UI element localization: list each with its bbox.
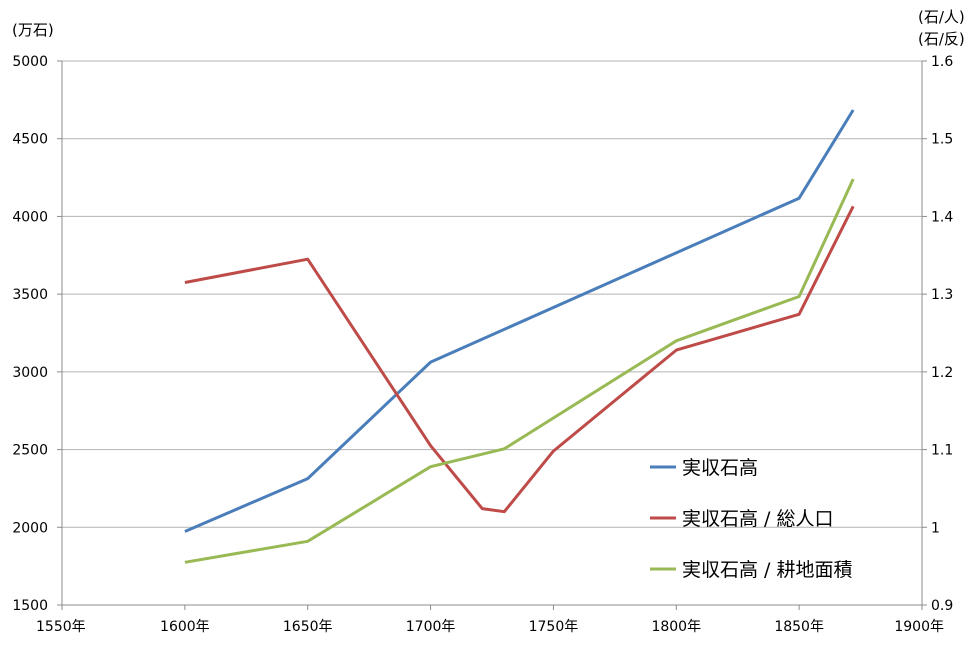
x-tick-label: 1900年 <box>894 619 944 635</box>
y-right-tick-label: 1.1 <box>931 443 953 459</box>
y-right-tick-label: 1.6 <box>931 54 953 70</box>
x-tick-label: 1700年 <box>406 619 456 635</box>
series-line-1 <box>184 109 855 533</box>
left-axis-unit-label: (万石) <box>12 21 54 39</box>
legend-label-1: 実収石高 <box>682 457 758 479</box>
y-left-tick-label: 2500 <box>12 443 48 459</box>
x-tick-label: 1650年 <box>283 619 333 635</box>
right-axis-unit-label-per-area: (石/反) <box>918 30 965 48</box>
right-axis-unit-label-per-person: (石/人) <box>918 8 965 26</box>
x-tick-label: 1550年 <box>36 619 86 635</box>
y-left-tick-label: 1500 <box>12 598 48 614</box>
x-tick-label: 1850年 <box>774 619 824 635</box>
y-left-tick-label: 3500 <box>12 287 48 303</box>
y-right-tick-label: 0.9 <box>931 598 953 614</box>
gridlines <box>62 60 922 606</box>
legend-label-2: 実収石高 / 総人口 <box>682 508 833 530</box>
x-tick-label: 1600年 <box>160 619 210 635</box>
y-left-tick-label: 3000 <box>12 365 48 381</box>
y-left-tick-label: 4000 <box>12 209 48 225</box>
series-line-2 <box>184 205 855 514</box>
x-tick-label: 1750年 <box>529 619 579 635</box>
y-right-tick-label: 1.3 <box>931 287 953 303</box>
y-left-tick-label: 4500 <box>12 132 48 148</box>
x-tick-label: 1800年 <box>651 619 701 635</box>
y-right-tick-label: 1 <box>931 520 940 536</box>
series-line-3 <box>184 178 855 564</box>
legend-label-3: 実収石高 / 耕地面積 <box>682 559 852 581</box>
series-lines <box>184 109 855 564</box>
y-right-tick-label: 1.2 <box>931 365 953 381</box>
y-left-tick-label: 2000 <box>12 520 48 536</box>
axes: 1500 2000 2500 3000 3500 4000 4500 5000 0.9 1 1.1 1… <box>12 54 953 635</box>
y-left-tick-label: 5000 <box>12 54 48 70</box>
y-right-tick-label: 1.5 <box>931 132 953 148</box>
y-right-tick-label: 1.4 <box>931 209 953 225</box>
